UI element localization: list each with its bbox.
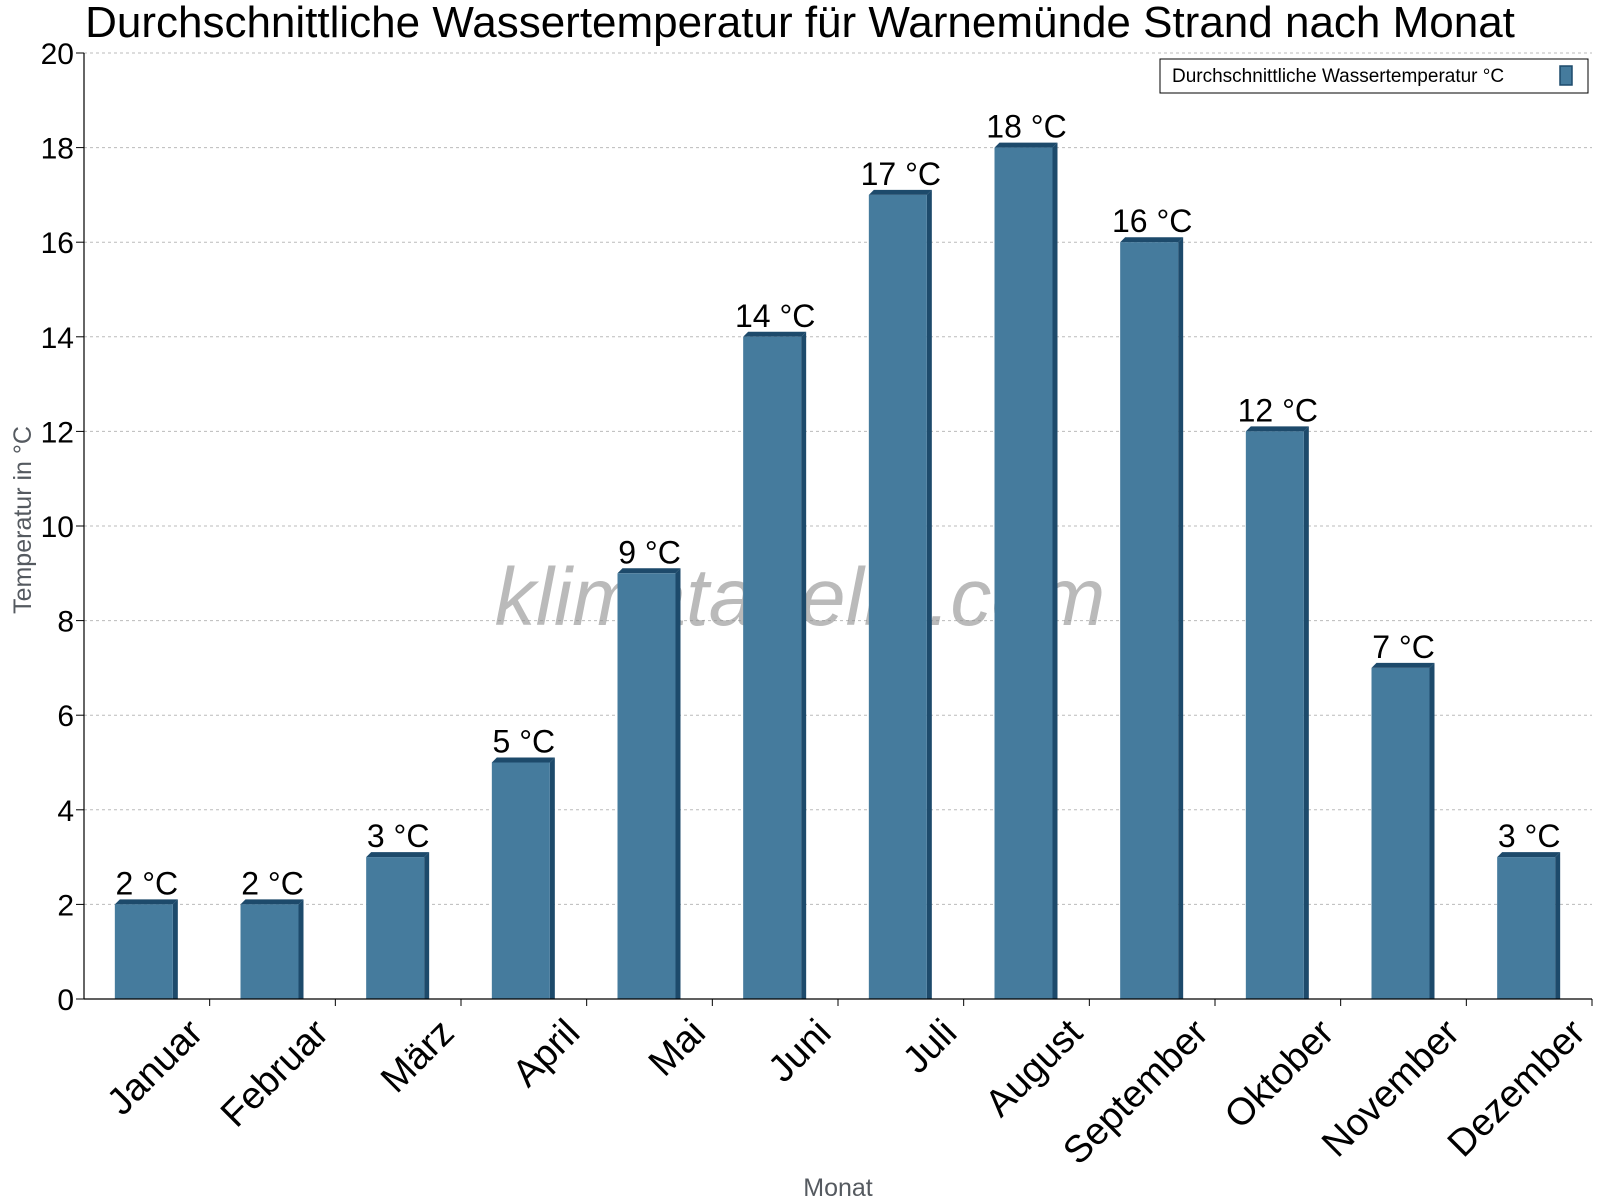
data-label: 2 °C (116, 865, 179, 901)
data-label: 3 °C (1498, 818, 1561, 854)
bar-top (617, 568, 681, 574)
y-tick-label: 8 (57, 606, 74, 639)
y-axis-ticks: 0 2 4 6 8 10 12 14 16 18 20 (41, 38, 84, 1017)
legend: Durchschnittliche Wassertemperatur °C (1159, 58, 1589, 94)
y-tick-label: 2 (57, 889, 74, 922)
data-labels: 2 °C 2 °C 3 °C 5 °C 9 °C 14 °C 17 °C 18 °C 16 °C… (116, 109, 1561, 902)
legend-swatch (1559, 65, 1573, 86)
y-tick-label: 4 (57, 795, 74, 828)
y-tick-label: 0 (57, 984, 74, 1017)
bar-front (994, 147, 1053, 1000)
bar (366, 852, 430, 999)
bar-top (1120, 237, 1184, 243)
bar-side (1178, 237, 1184, 999)
data-label: 7 °C (1372, 629, 1435, 665)
data-label: 16 °C (1112, 203, 1192, 239)
bar-side (926, 189, 932, 999)
bar-side (549, 757, 555, 999)
axes (83, 53, 1592, 1000)
bar (240, 899, 304, 999)
bar (1497, 852, 1561, 999)
x-tick-label: Januar (99, 1011, 211, 1123)
bar-top (868, 189, 932, 195)
x-tick-label: August (978, 1011, 1092, 1125)
bar-front (617, 573, 676, 999)
bar-side (298, 899, 304, 999)
bar-front (491, 762, 550, 999)
bar (1371, 662, 1435, 999)
x-tick-label: Februar (213, 1011, 337, 1135)
bar-top (114, 899, 178, 905)
data-label: 9 °C (618, 534, 681, 570)
bar-front (240, 904, 299, 999)
bar (1120, 237, 1184, 999)
x-tick-label: Dezember (1440, 1011, 1594, 1165)
data-label: 17 °C (861, 156, 941, 192)
y-tick-label: 20 (41, 38, 74, 71)
legend-label: Durchschnittliche Wassertemperatur °C (1172, 66, 1504, 87)
y-tick-label: 10 (41, 511, 74, 544)
y-tick-label: 6 (57, 700, 74, 733)
bar-side (1303, 426, 1309, 999)
bar-top (743, 331, 807, 337)
bar-top (1245, 426, 1309, 432)
bar-side (1555, 852, 1561, 999)
bar-top (994, 142, 1058, 148)
bar-front (1497, 857, 1556, 999)
x-tick-label: Mai (641, 1012, 714, 1085)
y-axis-label: Temperatur in °C (9, 426, 37, 614)
x-tick-label: November (1314, 1011, 1468, 1165)
bar-top (366, 852, 430, 858)
x-tick-label: April (505, 1012, 588, 1095)
y-tick-label: 14 (41, 322, 74, 355)
bars (114, 142, 1561, 1000)
bar-front (1371, 667, 1430, 999)
bar (114, 899, 178, 999)
x-axis-label: Monat (803, 1174, 873, 1200)
bar (743, 331, 807, 999)
bar (994, 142, 1058, 1000)
x-tick-label: März (373, 1012, 462, 1101)
bar-front (114, 904, 173, 999)
bar-front (1120, 242, 1179, 999)
gridlines (84, 52, 1592, 905)
legend-box (1159, 58, 1589, 94)
bar-top (1371, 662, 1435, 668)
bar-side (801, 331, 807, 999)
bar-front (366, 857, 425, 999)
bar-side (424, 852, 430, 999)
bar (491, 757, 555, 999)
x-tick-label: Oktober (1217, 1011, 1343, 1137)
bar-side (675, 568, 681, 999)
y-tick-label: 18 (41, 133, 74, 166)
x-tick-label: Juni (761, 1012, 840, 1091)
bar-front (743, 336, 802, 999)
data-label: 5 °C (493, 724, 556, 760)
bar-side (172, 899, 178, 999)
bar-top (1497, 852, 1561, 858)
bar-front (1245, 431, 1304, 999)
x-tick-label: Juli (895, 1012, 965, 1082)
bar (617, 568, 681, 999)
data-label: 2 °C (241, 865, 304, 901)
bar-side (1429, 662, 1435, 999)
x-axis-ticks: Januar Februar März April Mai Juni Juli AugustS… (99, 999, 1594, 1173)
chart-title: Durchschnittliche Wassertemperatur für W… (85, 0, 1515, 47)
bar-top (240, 899, 304, 905)
y-tick-label: 12 (41, 416, 74, 449)
bar-front (868, 194, 927, 999)
bar-side (1052, 142, 1058, 1000)
data-label: 14 °C (735, 298, 815, 334)
data-label: 12 °C (1238, 392, 1318, 428)
bar-top (491, 757, 555, 763)
y-tick-label: 16 (41, 227, 74, 260)
data-label: 3 °C (367, 818, 430, 854)
data-label: 18 °C (986, 109, 1066, 145)
bar (1245, 426, 1309, 999)
bar (868, 189, 932, 999)
